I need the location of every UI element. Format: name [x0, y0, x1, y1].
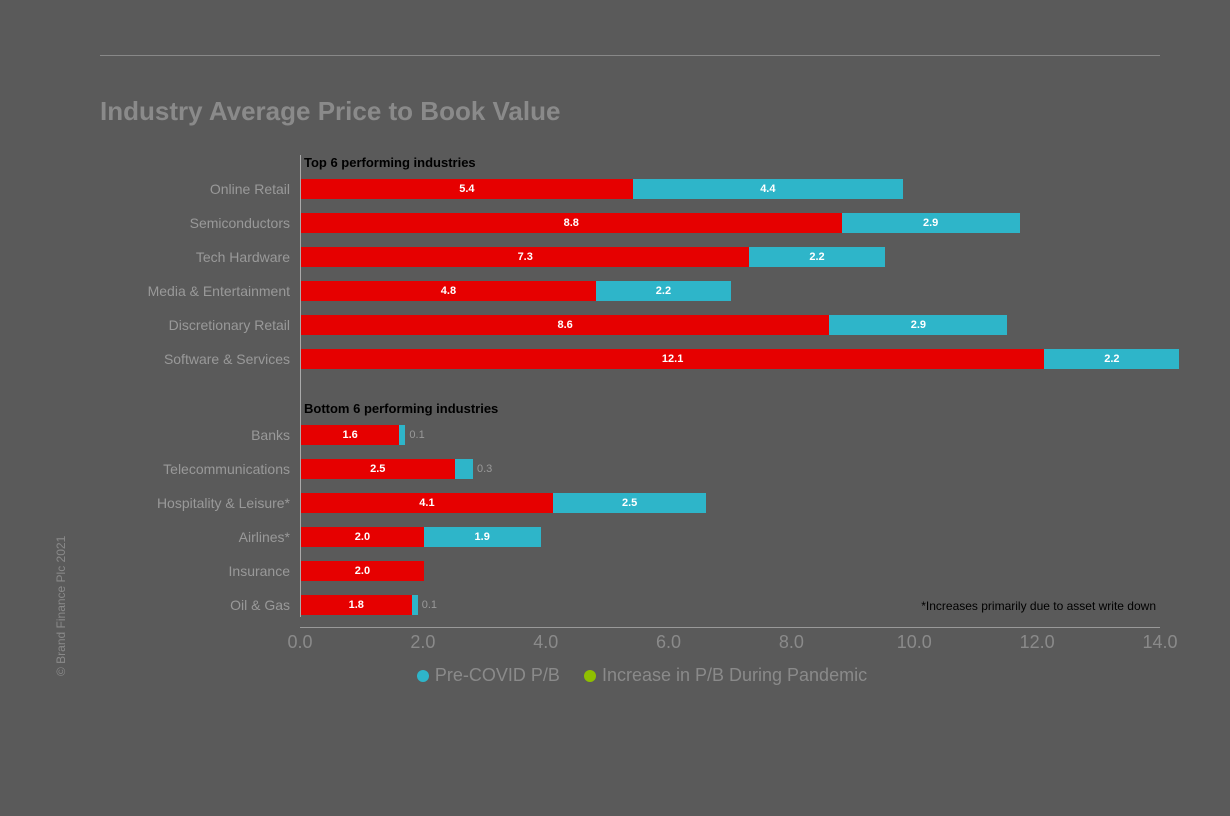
- legend-marker: [584, 670, 596, 682]
- category-label: Semiconductors: [90, 211, 290, 235]
- bar-track: 4.82.2: [301, 281, 731, 301]
- bar-row: Tech Hardware7.32.2: [300, 245, 1160, 269]
- x-tick: 12.0: [1020, 632, 1055, 653]
- bar-segment-b: 2.2: [596, 281, 731, 301]
- bar-track: 2.5 0.3: [301, 459, 492, 479]
- category-label: Tech Hardware: [90, 245, 290, 269]
- bar-row: Banks1.60.1: [300, 423, 1160, 447]
- bar-row: Semiconductors8.82.9: [300, 211, 1160, 235]
- bar-segment-b: 1.9: [424, 527, 541, 547]
- category-label: Hospitality & Leisure*: [90, 491, 290, 515]
- bar-track: 5.44.4: [301, 179, 903, 199]
- bar-track: 4.12.5: [301, 493, 706, 513]
- x-tick: 8.0: [779, 632, 804, 653]
- x-tick: 14.0: [1142, 632, 1177, 653]
- bar-track: 1.8 0.1: [301, 595, 437, 615]
- bar-track: 8.82.9: [301, 213, 1020, 233]
- bar-segment-a: 7.3: [301, 247, 749, 267]
- bar-segment-a: 8.8: [301, 213, 842, 233]
- category-label: Online Retail: [90, 177, 290, 201]
- x-tick: 0.0: [287, 632, 312, 653]
- plot-area: Top 6 performing industries Online Retail…: [300, 155, 1160, 617]
- category-label: Banks: [90, 423, 290, 447]
- bar-row: Discretionary Retail8.62.9: [300, 313, 1160, 337]
- bar-segment-a: 2.5: [301, 459, 455, 479]
- legend-marker: [417, 670, 429, 682]
- bar-segment-a: 1.8: [301, 595, 412, 615]
- x-axis: 0.02.04.06.08.010.012.014.0: [300, 627, 1160, 657]
- bar-segment-a: 2.0: [301, 527, 424, 547]
- bar-value-label: 0.1: [405, 425, 424, 445]
- section-label: Top 6 performing industries: [300, 155, 1160, 173]
- copyright-text: © Brand Finance Plc 2021: [54, 536, 68, 676]
- divider: [100, 55, 1160, 56]
- bar-segment-b: 2.5: [553, 493, 707, 513]
- bar-row: Insurance2.0: [300, 559, 1160, 583]
- bar-segment-b: 4.4: [633, 179, 903, 199]
- legend: Pre-COVID P/B Increase in P/B During Pand…: [100, 665, 1160, 686]
- chart-frame: Industry Average Price to Book Value Top…: [100, 55, 1160, 686]
- bar-segment-a: 1.6: [301, 425, 399, 445]
- bar-segment-a: 8.6: [301, 315, 829, 335]
- bar-segment-b: 2.9: [829, 315, 1007, 335]
- bar-segment-b: 2.9: [842, 213, 1020, 233]
- bar-segment-a: 4.8: [301, 281, 596, 301]
- bar-segment-a: 12.1: [301, 349, 1044, 369]
- bar-track: 2.0: [301, 561, 424, 581]
- bar-row: Software & Services12.12.2: [300, 347, 1160, 371]
- bar-track: 7.32.2: [301, 247, 885, 267]
- bar-track: 2.01.9: [301, 527, 541, 547]
- category-label: Airlines*: [90, 525, 290, 549]
- x-tick: 10.0: [897, 632, 932, 653]
- bar-row: Telecommunications2.50.3: [300, 457, 1160, 481]
- legend-label: Increase in P/B During Pandemic: [602, 665, 867, 685]
- bar-track: 8.62.9: [301, 315, 1007, 335]
- x-tick: 4.0: [533, 632, 558, 653]
- bar-value-label: 0.3: [473, 459, 492, 479]
- legend-label: Pre-COVID P/B: [435, 665, 560, 685]
- chart-title: Industry Average Price to Book Value: [100, 96, 1160, 127]
- category-label: Media & Entertainment: [90, 279, 290, 303]
- category-label: Discretionary Retail: [90, 313, 290, 337]
- bar-segment-a: 2.0: [301, 561, 424, 581]
- category-label: Telecommunications: [90, 457, 290, 481]
- x-tick: 2.0: [410, 632, 435, 653]
- bar-segment-b: 2.2: [749, 247, 884, 267]
- bar-track: 12.12.2: [301, 349, 1179, 369]
- bar-track: 1.6 0.1: [301, 425, 425, 445]
- chart: Top 6 performing industries Online Retail…: [100, 155, 1160, 686]
- bar-row: Online Retail5.44.4: [300, 177, 1160, 201]
- bar-segment-b: 2.2: [1044, 349, 1179, 369]
- category-label: Software & Services: [90, 347, 290, 371]
- x-tick: 6.0: [656, 632, 681, 653]
- category-label: Insurance: [90, 559, 290, 583]
- bar-row: Hospitality & Leisure*4.12.5: [300, 491, 1160, 515]
- bar-segment-b: [455, 459, 473, 479]
- bar-segment-a: 5.4: [301, 179, 633, 199]
- bar-value-label: 0.1: [418, 595, 437, 615]
- section-label: Bottom 6 performing industries: [300, 401, 1160, 419]
- bar-row: Media & Entertainment4.82.2: [300, 279, 1160, 303]
- footnote: *Increases primarily due to asset write …: [921, 599, 1156, 613]
- bar-segment-a: 4.1: [301, 493, 553, 513]
- category-label: Oil & Gas: [90, 593, 290, 617]
- bar-row: Airlines*2.01.9: [300, 525, 1160, 549]
